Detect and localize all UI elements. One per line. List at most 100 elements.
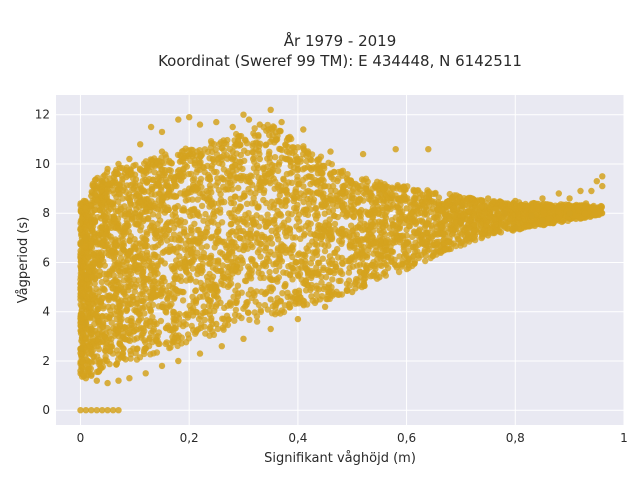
scatter-point [180,154,187,162]
scatter-point [93,353,101,360]
scatter-point [359,255,366,262]
scatter-point [180,165,187,173]
scatter-point [179,288,186,296]
scatter-point [278,154,286,161]
scatter-point [87,304,95,311]
scatter-point [282,197,290,204]
scatter-point [280,176,287,183]
scatter-point [282,249,289,256]
scatter-point [509,211,516,219]
scatter-point [132,182,139,189]
scatter-point [125,336,132,344]
scatter-point [122,229,129,236]
scatter-point [295,226,303,233]
scatter-point [229,167,236,175]
scatter-point [277,247,284,254]
scatter-point [175,357,182,365]
scatter-point [79,358,86,366]
scatter-point [98,313,106,320]
scatter-point [294,271,302,278]
scatter-point [138,297,145,304]
scatter-point [190,235,197,242]
scatter-point [300,298,308,305]
scatter-point [175,173,182,180]
scatter-point [521,224,528,231]
scatter-point [215,258,222,265]
scatter-point [93,407,101,414]
scatter-point [349,254,356,261]
scatter-point [290,197,297,205]
scatter-point [231,217,238,224]
x-tick-label: 0,4 [288,431,307,445]
scatter-point [501,210,508,217]
scatter-point [117,255,125,262]
scatter-point [466,224,473,231]
scatter-point [115,223,123,230]
scatter-point [303,245,310,252]
scatter-point [113,360,121,367]
scatter-point [412,219,420,226]
scatter-point [341,193,348,201]
scatter-point [303,157,310,165]
scatter-point [136,198,143,205]
scatter-point [421,239,428,247]
scatter-point [507,220,514,227]
scatter-point [533,202,540,209]
scatter-point [282,181,289,189]
scatter-point [149,289,157,297]
scatter-point [297,235,304,242]
scatter-point [294,165,302,173]
scatter-point [274,197,281,204]
scatter-point [179,297,187,304]
scatter-point [131,288,138,295]
scatter-point [514,209,521,216]
scatter-point [263,199,270,207]
scatter-point [345,177,352,184]
scatter-point [292,234,299,241]
scatter-point [278,118,285,126]
scatter-point [420,201,427,208]
x-tick-label: 0,6 [397,431,416,445]
scatter-point [439,223,446,231]
scatter-point [555,208,562,215]
scatter-point [283,170,291,178]
scatter-point [295,290,303,297]
scatter-point [185,335,193,342]
scatter-point [162,340,169,348]
scatter-point [258,231,265,239]
scatter-point [358,246,365,253]
scatter-point [285,134,292,142]
scatter-point [353,199,361,206]
scatter-point [388,257,395,265]
scatter-point [478,203,485,210]
scatter-point [91,207,98,214]
scatter-point [163,194,171,201]
scatter-point [120,240,127,247]
scatter-point [581,210,588,217]
scatter-point [218,199,225,206]
scatter-point [456,194,463,201]
scatter-point [94,197,102,204]
scatter-point [161,260,168,267]
scatter-point [239,165,246,173]
scatter-point [201,168,208,176]
scatter-point [108,248,116,255]
scatter-point [287,250,294,257]
scatter-point [126,155,133,163]
scatter-point [243,200,251,207]
scatter-point [149,314,156,321]
scatter-point [394,204,402,211]
scatter-point [593,178,600,185]
scatter-point [295,265,302,272]
scatter-point [128,318,135,325]
scatter-point [430,249,437,256]
scatter-point [155,242,162,249]
scatter-point [344,171,351,178]
scatter-point [577,187,584,195]
scatter-point [229,259,237,266]
scatter-point [103,275,110,283]
scatter-point [470,221,478,229]
scatter-point [220,183,227,190]
scatter-point [471,213,478,220]
